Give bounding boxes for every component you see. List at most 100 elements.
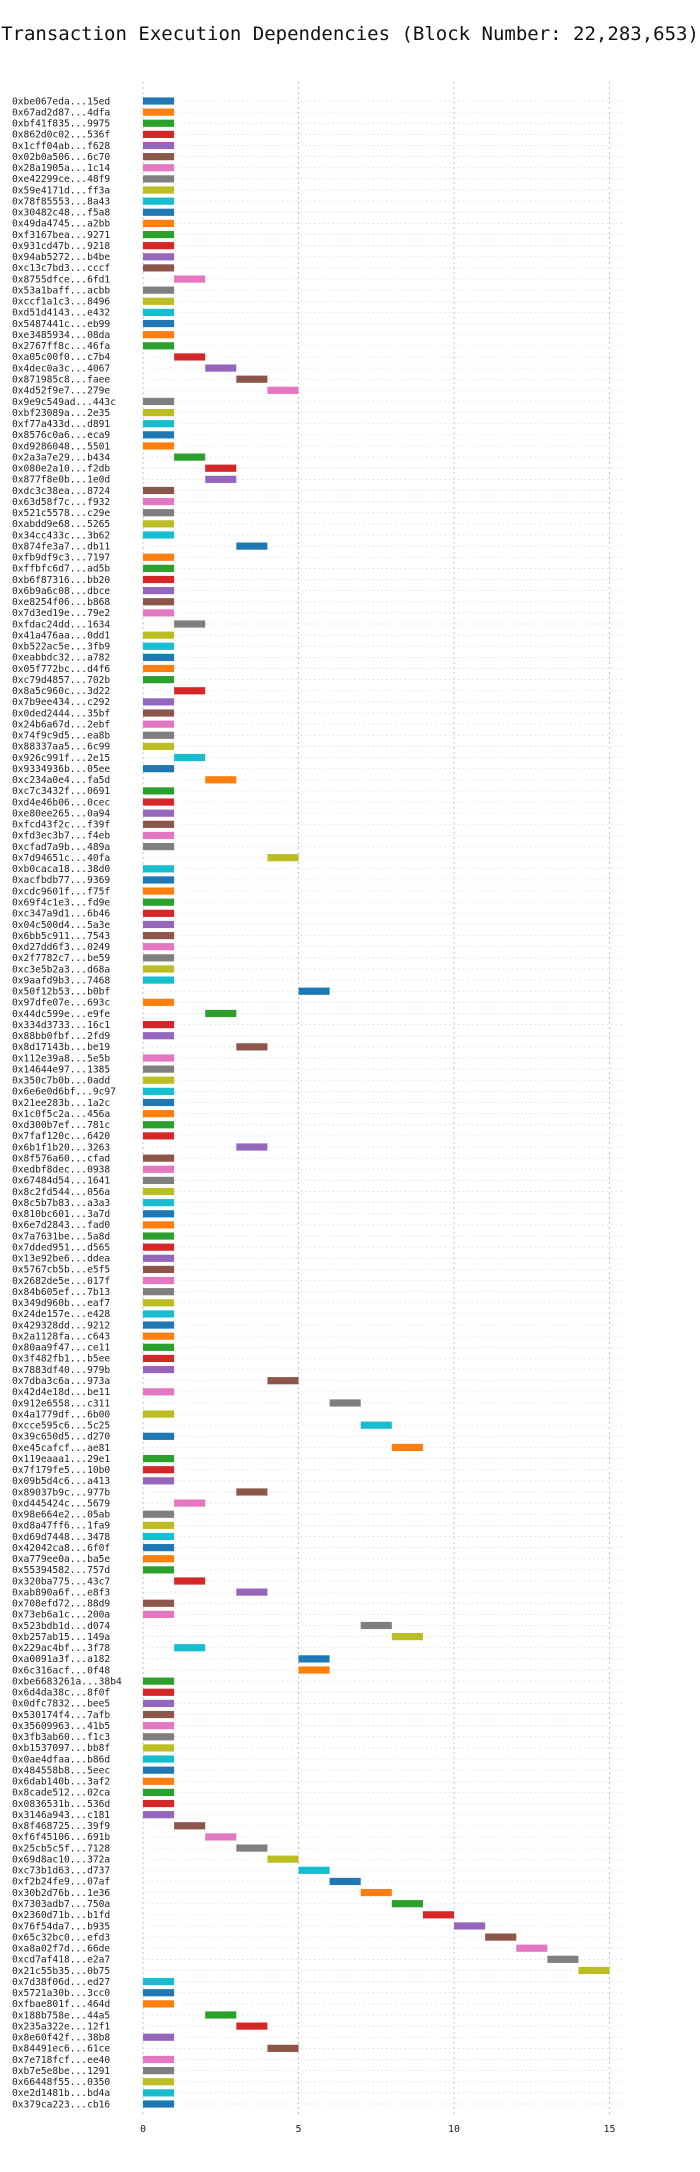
- tx-bar: [143, 97, 175, 105]
- tx-bar: [143, 976, 175, 984]
- tx-bar: [143, 1521, 175, 1529]
- tx-label: 0x334d3733...16c1: [12, 1020, 110, 1031]
- tx-bar: [143, 1243, 175, 1251]
- tx-label: 0x78f85553...8a43: [12, 196, 110, 207]
- tx-bar: [454, 1922, 486, 1930]
- tx-label: 0x5767cb5b...e5f5: [12, 1265, 110, 1276]
- tx-bar: [143, 108, 175, 116]
- tx-bar: [143, 865, 175, 873]
- tx-label: 0xb1537097...bb8f: [12, 1743, 110, 1754]
- tx-bar: [143, 1710, 175, 1719]
- tx-bar: [391, 1443, 423, 1452]
- tx-bar: [143, 141, 175, 150]
- tx-bar: [143, 1799, 175, 1808]
- tx-label: 0xe8254f06...b868: [12, 597, 110, 608]
- tx-bar: [143, 1310, 175, 1318]
- tx-label: 0xc234a0e4...fa5d: [12, 775, 110, 786]
- tx-bar: [174, 353, 206, 361]
- chart-title: Transaction Execution Dependencies (Bloc…: [1, 23, 699, 45]
- tx-bar: [143, 431, 175, 439]
- tx-bar: [143, 842, 175, 851]
- tx-bar: [143, 1021, 175, 1029]
- tx-label: 0x5721a30b...3cc0: [12, 1988, 110, 1999]
- tx-bar: [143, 2089, 175, 2097]
- tx-label: 0x379ca223...cb16: [12, 2099, 110, 2110]
- tx-label: 0x30b2d76b...1e36: [12, 1888, 110, 1899]
- tx-label: 0x63d58f7c...f932: [12, 497, 110, 508]
- tx-label: 0x69f4c1e3...fd9e: [12, 898, 110, 909]
- tx-label: 0x119eaaa1...29e1: [12, 1454, 110, 1465]
- tx-label: 0xd51d4143...e432: [12, 308, 110, 319]
- tx-bar: [205, 776, 237, 784]
- tx-label: 0xb7e5e8be...1291: [12, 2066, 110, 2077]
- tx-label: 0x6b9a6c08...dbce: [12, 586, 110, 597]
- tx-label: 0xedbf8dec...0938: [12, 1165, 110, 1176]
- tx-bar: [143, 653, 175, 661]
- tx-bar: [143, 609, 175, 617]
- tx-bar: [143, 1221, 175, 1229]
- tx-bar: [143, 1199, 175, 1207]
- tx-bar: [143, 2033, 175, 2041]
- tx-label: 0xb0caca18...38d0: [12, 864, 110, 875]
- tx-bar: [143, 2055, 175, 2064]
- tx-label: 0xffbfc6d7...ad5b: [12, 564, 110, 575]
- tx-bar: [143, 520, 175, 528]
- tx-bar: [143, 286, 175, 294]
- tx-label: 0x349d960b...eaf7: [12, 1298, 110, 1309]
- tx-label: 0xfd3ec3b7...f4eb: [12, 831, 110, 842]
- tx-bar: [298, 1866, 330, 1874]
- tx-bar: [143, 242, 175, 250]
- tx-label: 0x7dded951...d565: [12, 1242, 110, 1253]
- tx-bar: [143, 1365, 175, 1374]
- tx-bar: [143, 1276, 175, 1285]
- tx-label: 0xb6f87316...bb20: [12, 575, 110, 586]
- tx-label: 0x9334936b...05ee: [12, 764, 110, 775]
- tx-label: 0xd300b7ef...781c: [12, 1120, 110, 1131]
- tx-label: 0xe80ee265...0a94: [12, 808, 110, 819]
- tx-label: 0x521c5578...c29e: [12, 508, 110, 519]
- tx-label: 0x2f7782c7...be59: [12, 953, 110, 964]
- tx-label: 0x8d17143b...be19: [12, 1042, 110, 1053]
- tx-label: 0xeabbdc32...a782: [12, 653, 110, 664]
- tx-label: 0x7a7631be...5a8d: [12, 1231, 110, 1242]
- tx-bar: [267, 1855, 299, 1863]
- tx-bar: [143, 1989, 175, 1997]
- tx-label: 0x89037b9c...977b: [12, 1487, 110, 1498]
- tx-label: 0x2a1128fa...c643: [12, 1331, 110, 1342]
- tx-label: 0x080e2a10...f2db: [12, 464, 110, 475]
- tx-bar: [174, 453, 206, 461]
- tx-label: 0xd27dd6f3...0249: [12, 942, 110, 953]
- tx-label: 0x76f54da7...b935: [12, 1921, 110, 1932]
- tx-label: 0x05f772bc...d4f6: [12, 664, 110, 675]
- tx-bar: [143, 787, 175, 795]
- tx-bar: [143, 1599, 175, 1607]
- tx-bar: [143, 153, 175, 161]
- tx-bar: [143, 164, 175, 172]
- tx-label: 0xc13c7bd3...cccf: [12, 263, 110, 274]
- tx-bar: [205, 464, 237, 472]
- tx-label: 0x42042ca8...6f0f: [12, 1543, 110, 1554]
- tx-label: 0x73eb6a1c...200a: [12, 1610, 110, 1621]
- tx-bar: [143, 1176, 175, 1184]
- tx-label: 0x4a1779df...6b00: [12, 1409, 110, 1420]
- tx-label: 0x235a322e...12f1: [12, 2021, 110, 2032]
- tx-bar: [143, 2100, 175, 2108]
- tx-bar: [143, 742, 175, 751]
- tx-label: 0xbf23089a...2e35: [12, 408, 110, 419]
- tx-bar: [143, 765, 175, 773]
- tx-bar: [143, 1510, 175, 1518]
- tx-label: 0x30482c48...f5a8: [12, 208, 110, 219]
- tx-label: 0xa779ee0a...ba5e: [12, 1554, 110, 1565]
- tx-bar: [143, 1699, 175, 1707]
- tx-label: 0xfcd43f2c...f39f: [12, 820, 110, 831]
- tx-label: 0x94ab5272...b4be: [12, 252, 110, 263]
- tx-label: 0x4d52f9e7...279e: [12, 386, 110, 397]
- tx-bar: [236, 542, 268, 550]
- tx-label: 0x926c991f...2e15: [12, 753, 110, 764]
- tx-bar: [143, 2000, 175, 2008]
- tx-label: 0xc73b1d63...d737: [12, 1866, 110, 1877]
- y-tick-labels: 0xbe067eda...15ed0x67ad2d87...4dfa0xbf41…: [12, 96, 122, 2110]
- tx-label: 0x84491ec6...61ce: [12, 2044, 110, 2055]
- tx-label: 0x21ee283b...1a2c: [12, 1098, 110, 1109]
- tx-bar: [236, 1043, 268, 1051]
